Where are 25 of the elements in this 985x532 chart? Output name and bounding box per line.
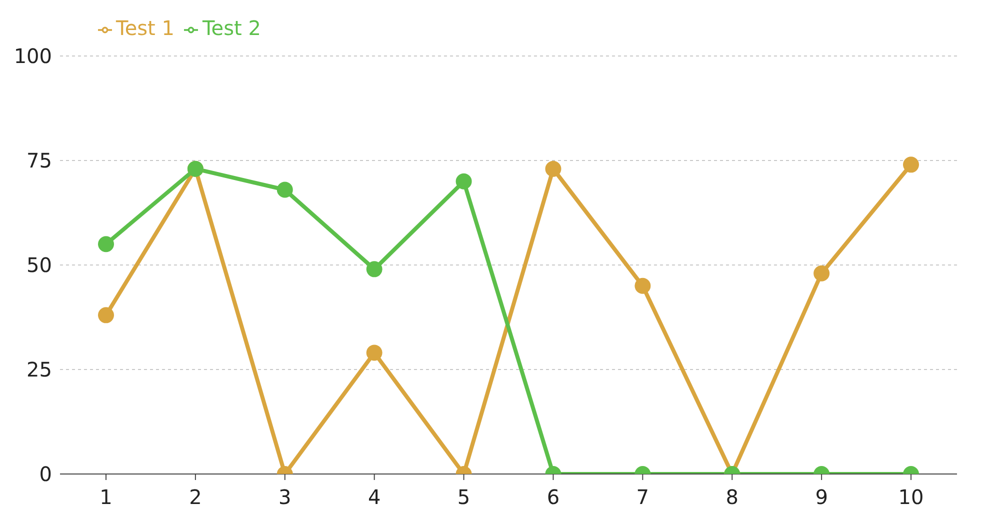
x-tick-label: 8 [726,485,738,510]
x-tick-label: 7 [636,485,650,510]
point [814,265,830,282]
point [903,156,919,173]
y-tick-label: 25 [26,358,52,382]
x-tick-label: 4 [368,485,381,510]
y-tick-label: 0 [39,462,52,486]
point [98,236,114,252]
legend-label: Test 2 [202,16,261,40]
legend-label: Test 1 [116,16,174,40]
y-tick-label: 100 [14,44,52,68]
point [545,160,562,177]
point [366,261,382,278]
x-tick-label: 1 [100,485,112,510]
x-tick-label: 5 [457,485,470,510]
y-tick-label: 75 [26,148,52,173]
point [456,173,472,190]
point [276,182,293,198]
point [634,278,651,294]
x-tick-label: 9 [815,485,828,510]
x-tick-label: 6 [546,485,560,510]
y-tick-label: 50 [26,253,52,278]
x-tick-label: 10 [898,485,924,510]
x-tick-label: 3 [278,485,292,510]
x-tick-label: 2 [189,485,202,510]
